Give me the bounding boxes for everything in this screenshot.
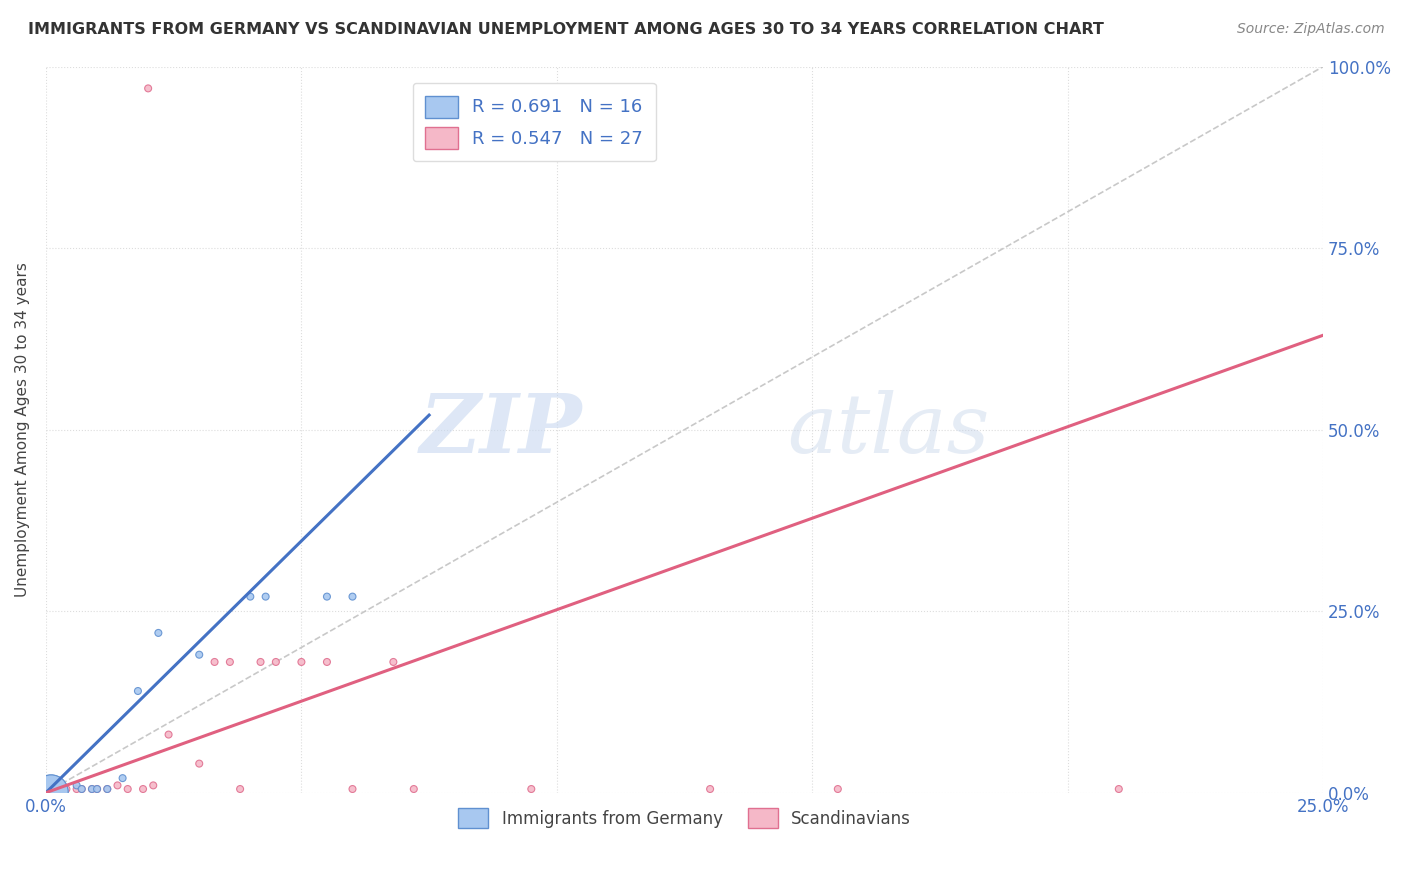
Point bbox=[107, 778, 129, 792]
Point bbox=[65, 778, 87, 792]
Point bbox=[249, 655, 271, 669]
Text: atlas: atlas bbox=[787, 390, 988, 469]
Point bbox=[188, 648, 211, 662]
Point bbox=[316, 655, 339, 669]
Point bbox=[342, 590, 364, 604]
Point bbox=[70, 782, 93, 797]
Point bbox=[1108, 782, 1130, 797]
Point bbox=[699, 782, 721, 797]
Point bbox=[55, 782, 77, 797]
Point bbox=[254, 590, 277, 604]
Point bbox=[148, 626, 170, 640]
Point bbox=[142, 778, 165, 792]
Point bbox=[827, 782, 849, 797]
Point bbox=[520, 782, 543, 797]
Point bbox=[382, 655, 405, 669]
Point bbox=[239, 590, 262, 604]
Point bbox=[65, 782, 87, 797]
Point bbox=[117, 782, 139, 797]
Point bbox=[290, 655, 312, 669]
Point bbox=[229, 782, 252, 797]
Point bbox=[402, 782, 425, 797]
Point bbox=[86, 782, 108, 797]
Point bbox=[316, 590, 339, 604]
Point bbox=[132, 782, 155, 797]
Point bbox=[188, 756, 211, 771]
Point bbox=[70, 782, 93, 797]
Point bbox=[264, 655, 287, 669]
Point bbox=[157, 728, 180, 742]
Point bbox=[80, 782, 103, 797]
Point bbox=[127, 684, 149, 698]
Point bbox=[219, 655, 242, 669]
Point bbox=[51, 782, 73, 797]
Point bbox=[86, 782, 108, 797]
Point bbox=[80, 782, 103, 797]
Point bbox=[136, 81, 159, 95]
Point bbox=[342, 782, 364, 797]
Point bbox=[204, 655, 226, 669]
Y-axis label: Unemployment Among Ages 30 to 34 years: Unemployment Among Ages 30 to 34 years bbox=[15, 262, 30, 597]
Point bbox=[96, 782, 118, 797]
Text: ZIP: ZIP bbox=[420, 390, 582, 469]
Point bbox=[39, 785, 62, 799]
Point bbox=[96, 782, 118, 797]
Point bbox=[39, 785, 62, 799]
Text: Source: ZipAtlas.com: Source: ZipAtlas.com bbox=[1237, 22, 1385, 37]
Legend: Immigrants from Germany, Scandinavians: Immigrants from Germany, Scandinavians bbox=[451, 802, 918, 835]
Point bbox=[111, 771, 134, 785]
Text: IMMIGRANTS FROM GERMANY VS SCANDINAVIAN UNEMPLOYMENT AMONG AGES 30 TO 34 YEARS C: IMMIGRANTS FROM GERMANY VS SCANDINAVIAN … bbox=[28, 22, 1104, 37]
